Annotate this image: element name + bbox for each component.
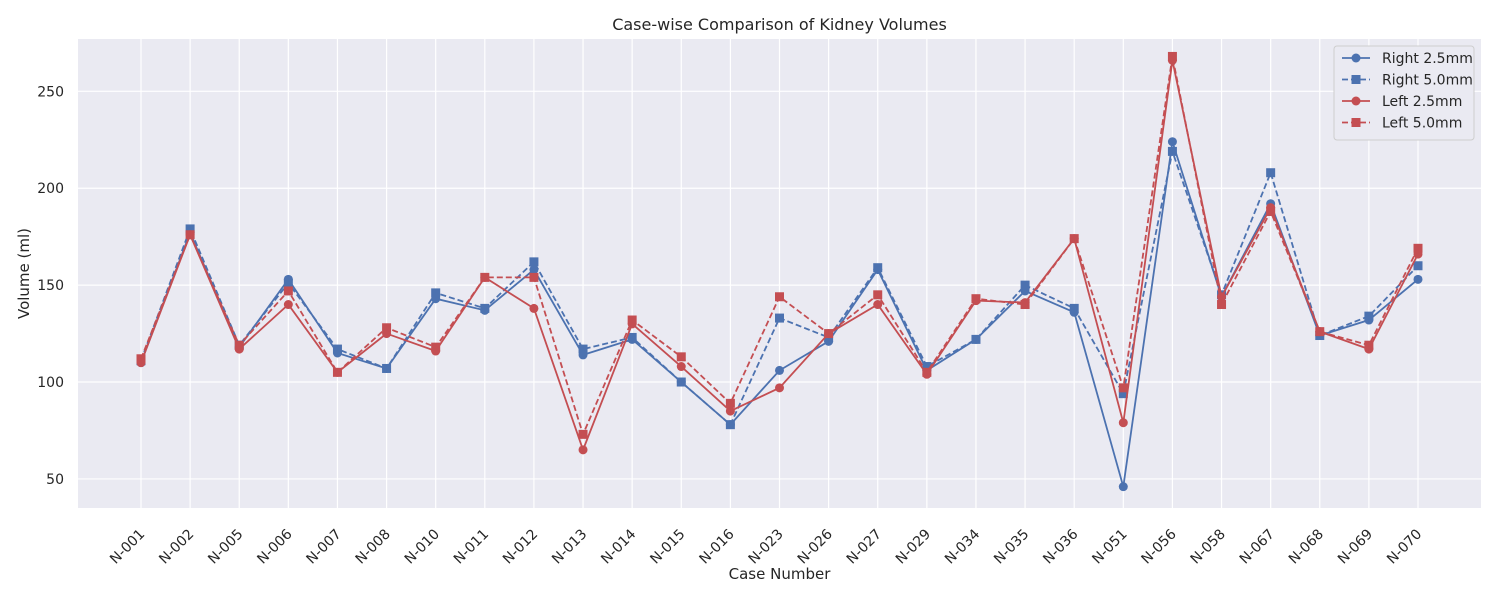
data-point: [283, 278, 293, 288]
y-axis-title: Volume (ml): [15, 228, 33, 319]
data-point: [283, 300, 293, 310]
data-point: [578, 344, 588, 354]
data-point: [185, 230, 195, 240]
data-point: [1020, 280, 1030, 290]
data-point: [1118, 383, 1128, 393]
legend-marker: [1351, 53, 1361, 63]
data-point: [824, 329, 834, 339]
data-point: [529, 272, 539, 282]
legend-label: Right 5.0mm: [1382, 73, 1473, 89]
data-point: [1167, 137, 1177, 147]
data-point: [775, 365, 784, 375]
data-point: [1217, 300, 1227, 310]
data-point: [1315, 327, 1325, 337]
data-point: [922, 362, 932, 372]
data-point: [775, 383, 784, 393]
data-point: [775, 313, 784, 323]
data-point: [480, 303, 490, 313]
data-point: [775, 292, 784, 302]
data-point: [283, 286, 293, 296]
data-point: [382, 323, 392, 333]
data-point: [1364, 340, 1374, 350]
data-point: [1118, 482, 1128, 492]
data-point: [873, 263, 883, 273]
data-point: [332, 367, 342, 377]
grid-lines: [78, 39, 1481, 508]
data-point: [1069, 234, 1079, 244]
legend-label: Left 5.0mm: [1382, 116, 1462, 132]
series-lines: [136, 51, 1423, 492]
data-point: [922, 367, 932, 377]
data-point: [1118, 389, 1128, 399]
legend-label: Left 2.5mm: [1382, 94, 1462, 110]
y-tick-label: 100: [37, 375, 64, 391]
data-point: [382, 363, 392, 373]
legend-label: Right 2.5mm: [1382, 51, 1473, 67]
data-point: [1413, 274, 1423, 284]
data-point: [1364, 311, 1374, 321]
data-point: [431, 288, 441, 298]
y-axis-ticks: 50 100 150 200 250: [37, 84, 64, 488]
data-point: [234, 340, 244, 350]
data-point: [1413, 261, 1423, 271]
legend-marker: [1351, 75, 1361, 84]
data-point: [971, 334, 981, 344]
data-point: [332, 344, 342, 354]
data-point: [1266, 168, 1276, 178]
data-point: [627, 332, 637, 342]
x-axis-title: Case Number: [729, 565, 832, 583]
data-point: [529, 303, 539, 313]
data-point: [971, 294, 981, 304]
data-point: [1167, 51, 1177, 61]
data-point: [627, 315, 637, 325]
data-point: [1266, 206, 1276, 216]
data-point: [431, 342, 441, 352]
chart-title: Case-wise Comparison of Kidney Volumes: [612, 15, 947, 34]
legend: Right 2.5mm Right 5.0mm Left 2.5mm Left 5.0…: [1333, 45, 1475, 141]
data-point: [1413, 243, 1423, 253]
data-point: [1069, 303, 1079, 313]
data-point: [136, 354, 146, 364]
data-point: [1167, 146, 1177, 156]
data-point: [873, 300, 883, 310]
series-left-5-0mm: [136, 51, 1423, 439]
y-tick-label: 250: [37, 84, 64, 100]
legend-marker: [1351, 96, 1361, 106]
data-point: [725, 420, 735, 430]
data-point: [676, 352, 686, 362]
data-point: [676, 362, 686, 372]
data-point: [1020, 300, 1030, 310]
y-tick-label: 200: [37, 181, 64, 197]
data-point: [725, 398, 735, 408]
data-point: [578, 429, 588, 439]
legend-marker: [1351, 118, 1361, 127]
data-point: [873, 290, 883, 300]
y-tick-label: 50: [46, 472, 64, 488]
data-point: [725, 406, 735, 416]
data-point: [529, 257, 539, 267]
legend-box: [1333, 45, 1475, 141]
data-point: [1118, 418, 1128, 428]
data-point: [480, 272, 490, 282]
data-point: [578, 445, 588, 455]
data-point: [185, 224, 195, 234]
y-tick-label: 150: [37, 278, 64, 294]
data-point: [676, 377, 686, 387]
